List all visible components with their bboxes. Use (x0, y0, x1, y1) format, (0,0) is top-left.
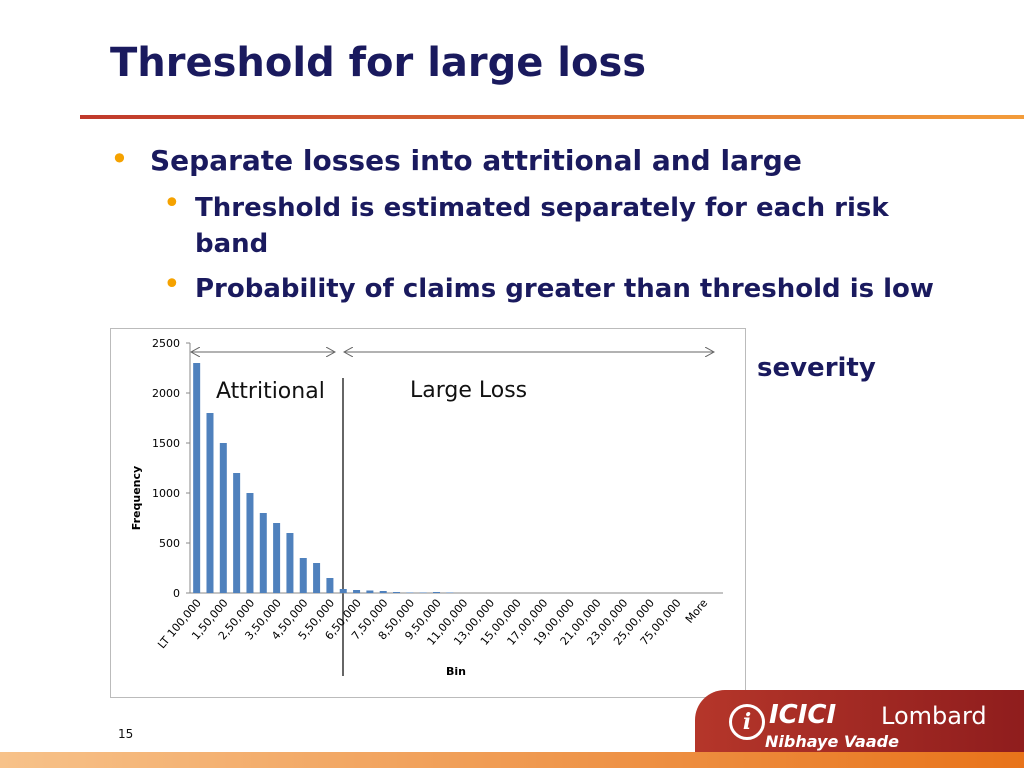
slide-title: Threshold for large loss (110, 40, 647, 86)
bar (379, 591, 387, 593)
logo-brand: ICICI (769, 700, 837, 730)
bar (419, 592, 427, 593)
bar (219, 443, 227, 593)
bar (246, 493, 254, 593)
bar (193, 363, 201, 593)
annotation: Attritional (216, 379, 325, 404)
bar (233, 473, 241, 593)
page-number: 15 (118, 727, 134, 741)
bar (299, 558, 307, 593)
logo-tagline: Nibhaye Vaade (765, 732, 899, 751)
bar (446, 592, 454, 593)
x-axis-title: Bin (446, 665, 466, 678)
y-tick-label: 1500 (152, 437, 180, 450)
sub-bullet-tail: severity (757, 353, 876, 383)
logo-brand: Lombard (881, 702, 987, 730)
bullet-dot: • (163, 267, 181, 302)
logo-mark: i (729, 704, 765, 740)
x-tick-label: More (683, 596, 711, 625)
sub-bullet: Threshold is estimated separately for ea… (195, 193, 889, 259)
bullet-dot: • (163, 186, 181, 221)
chart-frame (110, 328, 746, 698)
bar (273, 523, 281, 593)
title-rule (80, 115, 1024, 119)
annotation: Large Loss (410, 378, 528, 403)
sub-bullet: Probability of claims greater than thres… (195, 274, 934, 304)
logo: i ICICI Lombard Nibhaye Vaade (695, 690, 1024, 752)
y-axis-title: Frequency (130, 466, 143, 530)
bar (286, 533, 294, 593)
bar (353, 590, 361, 593)
bar (433, 592, 441, 593)
y-tick-label: 2500 (152, 337, 180, 350)
bar (366, 590, 374, 593)
bar (393, 592, 401, 593)
bar (259, 513, 267, 593)
bar (326, 578, 334, 593)
y-tick-label: 500 (159, 537, 180, 550)
bar (406, 592, 414, 593)
y-tick-label: 1000 (152, 487, 180, 500)
bar (206, 413, 214, 593)
footer-band (0, 752, 1024, 768)
bar (339, 589, 347, 593)
bullet-dot: • (110, 140, 129, 178)
y-tick-label: 2000 (152, 387, 180, 400)
bullet: Separate losses into attritional and lar… (150, 144, 802, 177)
y-tick-label: 0 (173, 587, 180, 600)
bar (313, 563, 321, 593)
